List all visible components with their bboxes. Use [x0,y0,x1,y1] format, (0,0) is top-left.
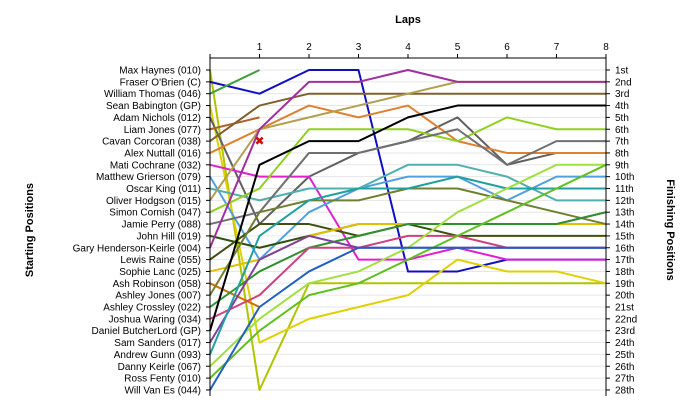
finish-position-label: 10th [615,172,634,183]
series-line [209,211,607,308]
driver-label: Sophie Lanc (025) [119,267,201,278]
lap-tick-label: 4 [405,42,411,53]
series-lines: ✖ [209,69,607,391]
driver-label: Gary Henderson-Keirle (004) [73,243,201,254]
driver-label: Liam Jones (077) [124,125,201,136]
finish-position-label: 27th [615,374,634,385]
chart-title: Laps [395,14,421,26]
driver-label: Daniel ButcherLord (GP) [92,326,202,337]
driver-label: Matthew Grierson (079) [96,172,201,183]
finish-position-label: 22nd [615,314,637,325]
y-axis-label-right: Finishing Positions [664,179,676,280]
finish-position-label: 26th [615,362,634,373]
series-line [209,128,606,226]
series-line [209,163,607,379]
lap-tick-label: 2 [306,42,312,53]
finish-position-label: 14th [615,220,634,231]
finish-position-label: 6th [615,125,629,136]
driver-label: Joshua Waring (034) [109,314,201,325]
driver-label: Adam Nichols (012) [113,113,201,124]
lap-tick-label: 8 [603,42,609,53]
series-line [209,69,606,249]
driver-label: Sean Babington (GP) [106,101,201,112]
series-line [209,116,606,214]
driver-label: Alex Nuttall (016) [124,148,201,159]
driver-label: Oscar King (011) [126,184,201,195]
lap-tick-label: 6 [504,42,510,53]
driver-label: Oliver Hodgson (015) [106,196,201,207]
finish-position-label: 7th [615,137,629,148]
lap-tick-label: 5 [455,42,461,53]
driver-label: Jamie Perry (088) [122,220,201,231]
labels: 1 2 3 4 5 6 7 8 Max Haynes (010)Fraser O'Brien (… [73,42,638,396]
series-line [209,104,606,154]
driver-label: Danny Keirle (067) [118,362,201,373]
finish-position-label: 15th [615,231,634,242]
series-line [209,175,606,355]
driver-label: Lewis Raine (055) [120,255,201,266]
finish-position-label: 11th [615,184,634,195]
retirement-marker: ✖ [254,134,264,148]
finish-position-label: 23rd [615,326,635,337]
finish-position-label: 17th [615,255,634,266]
driver-label: Ashley Jones (007) [115,291,201,302]
finish-position-label: 9th [615,160,629,171]
driver-label: Max Haynes (010) [119,66,201,77]
finish-position-label: 16th [615,243,634,254]
finish-position-label: 13th [615,208,634,219]
series-line [209,105,607,344]
finish-position-label: 28th [615,385,634,396]
finish-position-label: 4th [615,101,629,112]
series-line [209,163,606,202]
driver-label: Cavan Corcoran (038) [102,137,201,148]
driver-label: Fraser O'Brien (C) [120,77,201,88]
driver-label: Sam Sanders (017) [114,338,201,349]
finish-position-label: 3rd [615,89,629,100]
finish-position-label: 20th [615,291,634,302]
driver-label: Ashley Crossley (022) [103,303,201,314]
series-line [209,69,260,95]
driver-label: Andrew Gunn (093) [114,350,201,361]
driver-label: William Thomas (046) [104,89,201,100]
y-axis-label-left: Starting Positions [24,183,36,277]
finish-position-label: 19th [615,279,634,290]
driver-label: Ash Robinson (058) [113,279,201,290]
driver-label: Will Van Es (044) [124,385,201,396]
axes [206,54,610,396]
series-line [209,246,606,391]
finish-position-label: 1st [615,66,629,77]
lap-tick-label: 1 [257,42,263,53]
finish-position-label: 2nd [615,77,632,88]
finish-position-label: 5th [615,113,629,124]
finish-position-label: 8th [615,148,629,159]
series-line [209,104,606,331]
lap-tick-label: 3 [356,42,362,53]
lap-tick-label: 7 [554,42,560,53]
driver-label: John Hill (019) [137,231,201,242]
driver-label: Mati Cochrane (032) [110,160,201,171]
finish-position-label: 25th [615,350,634,361]
series-line [209,69,606,391]
driver-label: Simon Cornish (047) [109,208,201,219]
finish-position-label: 21st [615,303,634,314]
finish-position-label: 24th [615,338,634,349]
finish-position-label: 12th [615,196,634,207]
driver-label: Ross Fenty (010) [124,374,201,385]
finish-position-label: 18th [615,267,634,278]
